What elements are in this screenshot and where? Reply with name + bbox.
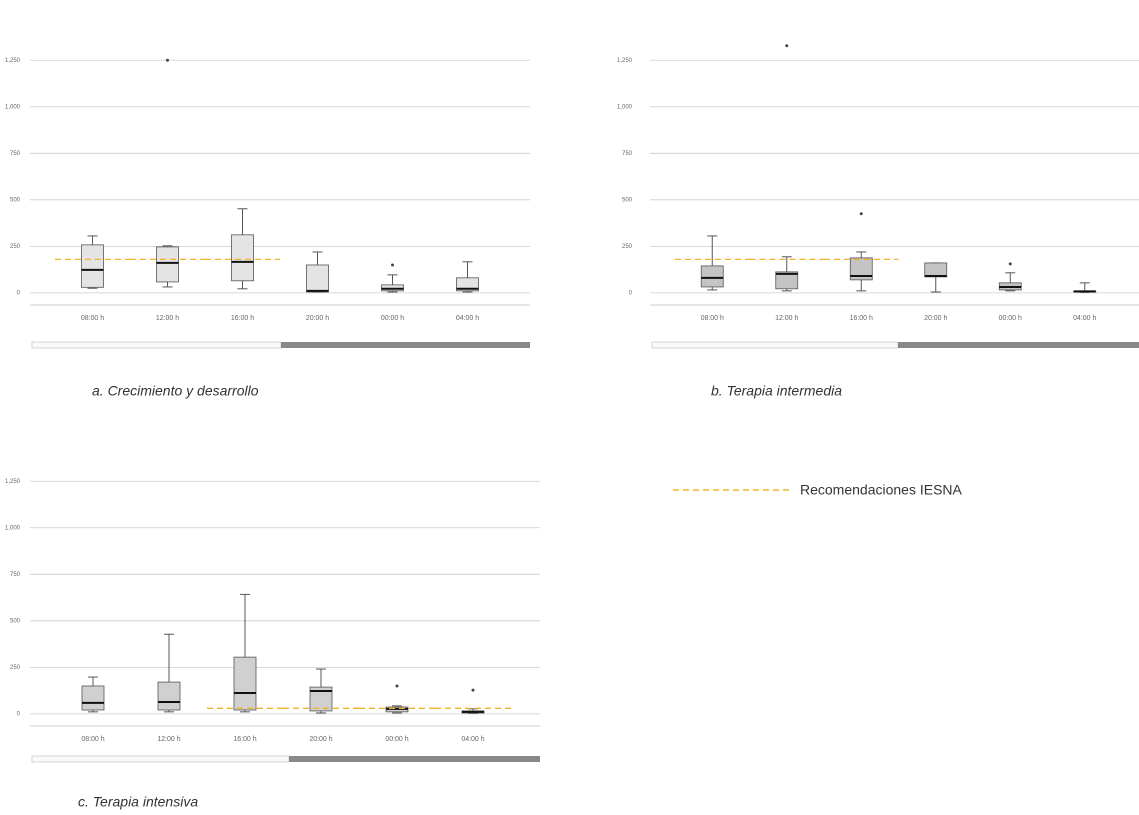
outlier (395, 684, 399, 688)
y-tick-label: 0 (17, 711, 21, 717)
x-tick-label: 12:00 h (157, 736, 180, 743)
panel-caption: a. Crecimiento y desarrollo (92, 383, 259, 399)
x-tick-label: 08:00 h (81, 736, 104, 743)
y-tick-label: 250 (622, 244, 633, 250)
night-bar (898, 342, 1139, 348)
x-tick-label: 04:00 h (461, 736, 484, 743)
x-tick-label: 20:00 h (306, 315, 329, 322)
y-tick-label: 1,250 (5, 479, 21, 485)
box (233, 656, 257, 711)
x-tick-label: 04:00 h (1073, 315, 1096, 322)
outlier (859, 212, 863, 216)
y-tick-label: 250 (10, 244, 21, 250)
outlier (391, 263, 394, 267)
y-tick-label: 0 (629, 290, 633, 296)
x-tick-label: 04:00 h (456, 315, 479, 322)
box (157, 681, 181, 711)
y-tick-label: 750 (10, 572, 21, 578)
day-bar (651, 341, 899, 349)
legend-label: Recomendaciones IESNA (800, 482, 963, 498)
y-tick-label: 750 (10, 151, 21, 157)
outlier (166, 58, 169, 62)
y-tick-label: 250 (10, 665, 21, 671)
y-tick-label: 750 (622, 151, 633, 157)
box (81, 685, 105, 711)
panel-caption: c. Terapia intensiva (78, 794, 198, 810)
box (306, 264, 329, 293)
box (849, 257, 873, 281)
x-tick-label: 16:00 h (231, 315, 254, 322)
day-bar (31, 341, 282, 349)
box (924, 262, 948, 278)
x-tick-label: 12:00 h (775, 315, 798, 322)
x-tick-label: 12:00 h (156, 315, 179, 322)
y-tick-label: 1,000 (5, 104, 21, 110)
x-tick-label: 00:00 h (381, 315, 404, 322)
box (456, 277, 479, 292)
x-tick-label: 20:00 h (309, 736, 332, 743)
x-tick-label: 08:00 h (81, 315, 104, 322)
x-tick-label: 16:00 h (850, 315, 873, 322)
y-tick-label: 1,000 (5, 525, 21, 531)
box (156, 246, 179, 283)
box (700, 265, 724, 288)
y-tick-label: 0 (17, 290, 21, 296)
night-bar (289, 756, 540, 762)
box (81, 244, 104, 288)
outlier (471, 688, 475, 692)
x-tick-label: 08:00 h (701, 315, 724, 322)
y-tick-label: 500 (10, 197, 21, 203)
box (775, 271, 799, 290)
x-tick-label: 00:00 h (385, 736, 408, 743)
x-tick-label: 00:00 h (999, 315, 1022, 322)
y-tick-label: 500 (622, 197, 633, 203)
x-tick-label: 20:00 h (924, 315, 947, 322)
y-tick-label: 1,250 (617, 58, 633, 64)
box (309, 686, 333, 712)
box (231, 234, 254, 282)
y-tick-label: 1,250 (5, 58, 21, 64)
outlier (1008, 262, 1012, 266)
day-bar (31, 755, 290, 763)
y-tick-label: 1,000 (617, 104, 633, 110)
x-tick-label: 16:00 h (233, 736, 256, 743)
y-tick-label: 500 (10, 618, 21, 624)
night-bar (281, 342, 530, 348)
panel-caption: b. Terapia intermedia (711, 383, 842, 399)
outlier (785, 44, 789, 48)
